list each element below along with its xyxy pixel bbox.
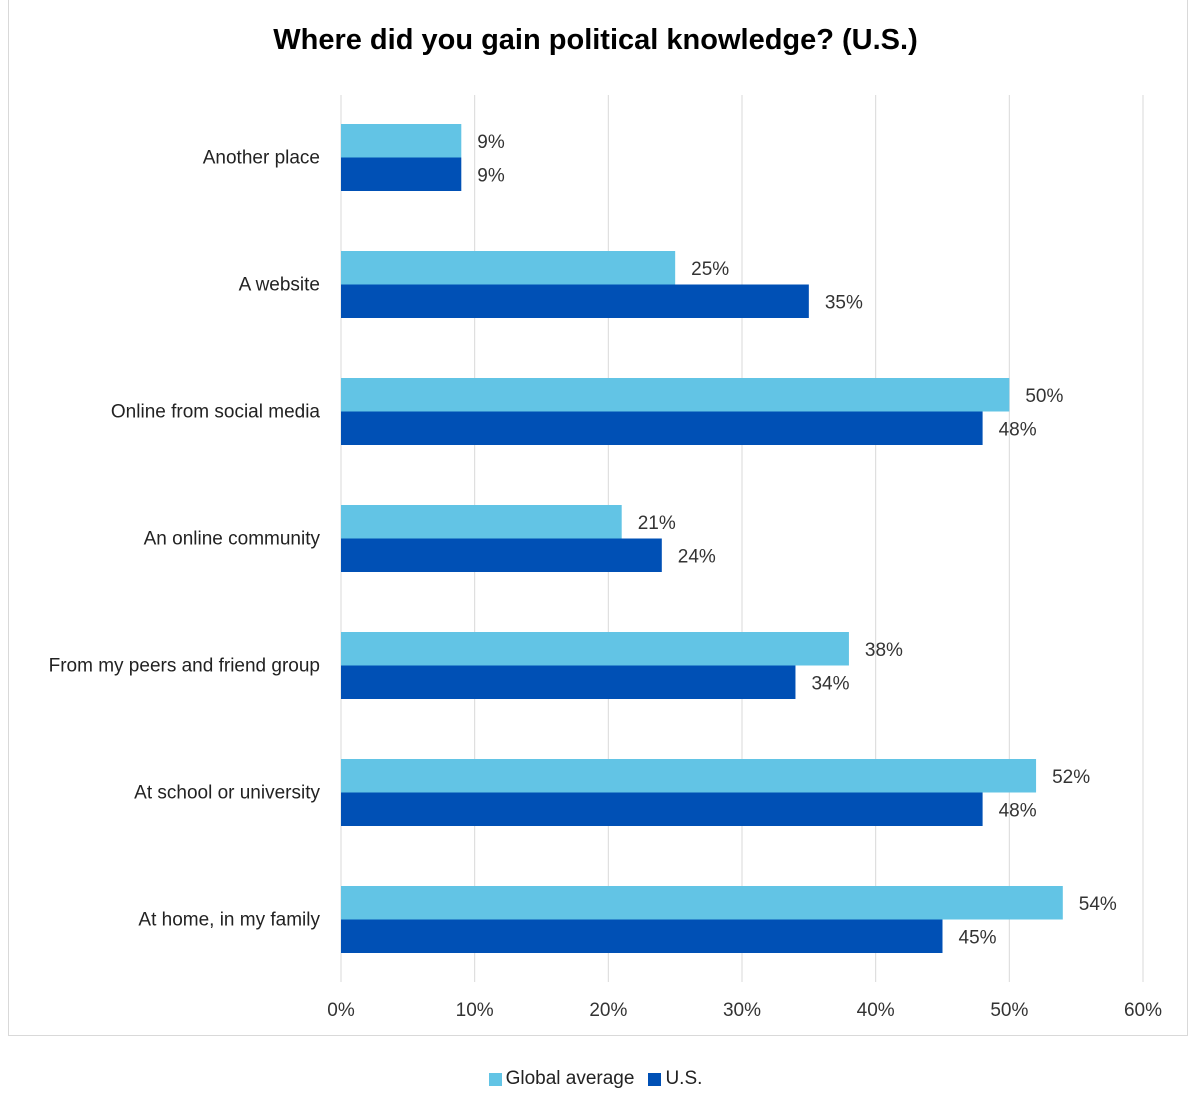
- data-label-global-average-at-home-in-my-family: 54%: [1079, 894, 1117, 915]
- bar-u-s-a-website: [341, 284, 809, 318]
- legend: Global average U.S.: [0, 1068, 1191, 1090]
- x-tick-label-40: 40%: [857, 1000, 895, 1021]
- x-tick-label-0: 0%: [327, 1000, 355, 1021]
- bar-global-average-a-website: [341, 251, 676, 285]
- x-tick-label-60: 60%: [1124, 1000, 1162, 1021]
- category-label-a-website: A website: [239, 275, 320, 296]
- bar-global-average-at-home-in-my-family: [341, 886, 1063, 920]
- data-label-global-average-an-online-community: 21%: [638, 513, 676, 534]
- bar-u-s-an-online-community: [341, 538, 662, 572]
- data-label-u-s-another-place: 9%: [477, 165, 505, 186]
- chart-frame: [8, 0, 1188, 1036]
- bar-global-average-another-place: [341, 124, 462, 158]
- data-label-global-average-from-my-peers-and-friend-group: 38%: [865, 640, 903, 661]
- legend-label-global-average: Global average: [505, 1068, 635, 1089]
- x-tick-label-30: 30%: [723, 1000, 761, 1021]
- category-label-an-online-community: An online community: [144, 529, 321, 550]
- chart-title: Where did you gain political knowledge? …: [273, 24, 918, 56]
- data-label-global-average-a-website: 25%: [691, 259, 729, 280]
- bar-u-s-online-from-social-media: [341, 411, 983, 445]
- legend-label-us: U.S.: [665, 1068, 703, 1089]
- bar-u-s-from-my-peers-and-friend-group: [341, 665, 796, 699]
- x-tick-label-50: 50%: [990, 1000, 1028, 1021]
- data-label-u-s-an-online-community: 24%: [678, 546, 716, 567]
- legend-item-us: U.S.: [648, 1068, 702, 1090]
- legend-item-global-average: Global average: [488, 1068, 635, 1090]
- category-labels: Another place A website Online from social…: [49, 148, 321, 931]
- bar-u-s-at-school-or-university: [341, 792, 983, 826]
- data-label-global-average-another-place: 9%: [477, 132, 505, 153]
- x-tick-label-20: 20%: [589, 1000, 627, 1021]
- data-label-global-average-at-school-or-university: 52%: [1052, 767, 1090, 788]
- data-label-u-s-at-home-in-my-family: 45%: [959, 927, 997, 948]
- legend-swatch-global-average: [488, 1072, 502, 1086]
- category-label-at-home-in-my-family: At home, in my family: [138, 910, 320, 931]
- legend-swatch-us: [648, 1072, 662, 1086]
- data-label-u-s-from-my-peers-and-friend-group: 34%: [811, 673, 849, 694]
- bar-global-average-an-online-community: [341, 505, 622, 539]
- bar-global-average-online-from-social-media: [341, 378, 1010, 412]
- bar-global-average-at-school-or-university: [341, 759, 1037, 793]
- x-axis-ticks: 0% 10% 20% 30% 40% 50% 60%: [327, 1000, 1162, 1021]
- category-label-another-place: Another place: [203, 148, 320, 169]
- data-label-u-s-online-from-social-media: 48%: [999, 419, 1037, 440]
- bars: [341, 124, 1063, 953]
- category-label-from-my-peers-and-friend-group: From my peers and friend group: [49, 656, 320, 677]
- category-label-at-school-or-university: At school or university: [134, 783, 320, 804]
- bar-u-s-another-place: [341, 157, 462, 191]
- data-label-u-s-a-website: 35%: [825, 292, 863, 313]
- data-label-u-s-at-school-or-university: 48%: [999, 800, 1037, 821]
- bar-u-s-at-home-in-my-family: [341, 919, 943, 953]
- category-label-online-from-social-media: Online from social media: [111, 402, 321, 423]
- bar-chart: 9% 9% 25% 35% 50% 48% 21%24% 38% 34% 52% 48% 54% 45%…: [49, 95, 1162, 1021]
- x-tick-label-10: 10%: [456, 1000, 494, 1021]
- data-labels: 9% 9% 25% 35% 50% 48% 21%24% 38% 34% 52% 48% 54% 45%: [477, 132, 1117, 949]
- data-label-global-average-online-from-social-media: 50%: [1025, 386, 1063, 407]
- bar-global-average-from-my-peers-and-friend-group: [341, 632, 849, 666]
